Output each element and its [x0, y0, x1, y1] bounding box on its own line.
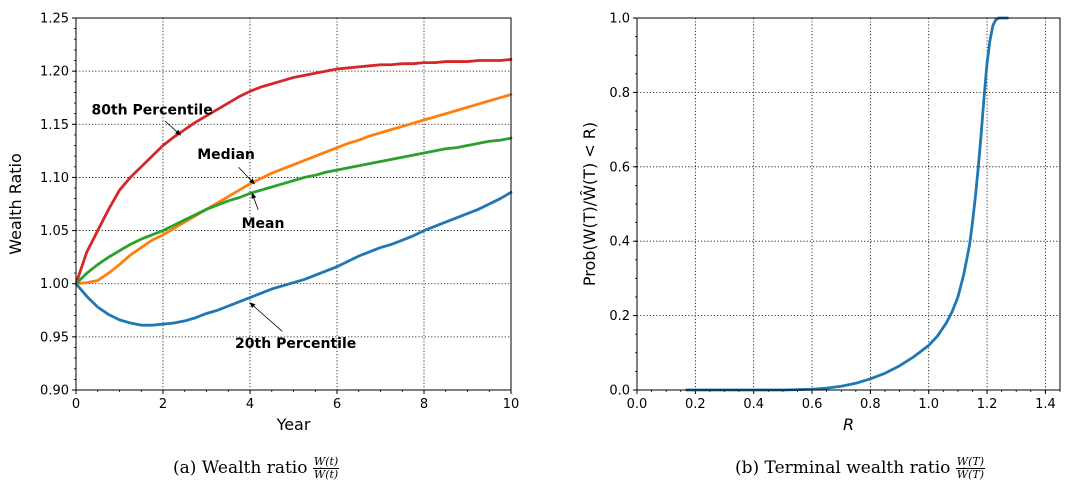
- panel-b-plot-frame: [637, 18, 1060, 390]
- panel-b-y-tick-label: 0.2: [609, 309, 630, 324]
- panel-a-y-axis-label: Wealth Ratio: [6, 153, 25, 255]
- panel-b-y-tick-label: 0.6: [609, 160, 630, 175]
- panel-a-x-axis-label: Year: [276, 415, 311, 434]
- panel-b-x-tick-label: 0.0: [627, 397, 648, 412]
- panel-a-wealth-ratio-chart: 0 2 4 6 8 10 0.90 0.95 1.00 1.05 1.10 1.15 1.20 1.25 8…: [6, 12, 519, 435]
- panel-a-x-tick-label: 8: [420, 397, 428, 412]
- panel-a-y-tick-label: 1.20: [40, 65, 69, 80]
- panel-b-y-axis-label: Prob(W(T)/Ŵ(T) < R): [580, 122, 599, 286]
- panel-a-series-80th-percentile-line: [76, 59, 511, 283]
- panel-a-annotation-mean-arrow: [253, 196, 258, 210]
- panel-b-x-tick-label: 1.4: [1035, 397, 1056, 412]
- panel-b-y-tick-label: 0.4: [609, 235, 630, 250]
- panel-b-x-tick-label: 0.2: [685, 397, 706, 412]
- panel-a-annotation-80th-percentile: 80th Percentile: [92, 102, 213, 118]
- panel-a-x-tick-label: 6: [333, 397, 341, 412]
- panel-b-x-tick-label: 0.4: [743, 397, 764, 412]
- panel-b-x-tick-label: 1.2: [977, 397, 998, 412]
- panel-a-annotation-20th-percentile: 20th Percentile: [235, 336, 356, 352]
- panel-a-plot-frame: [76, 18, 511, 390]
- panel-a-y-tick-label: 0.90: [40, 384, 69, 399]
- panel-a-y-tick-label: 1.15: [40, 118, 69, 133]
- panel-b-terminal-wealth-cdf-chart: 0.0 0.2 0.4 0.6 0.8 1.0 1.2 1.4 0.0 0.2 0.4 0.6 0.8 1…: [580, 12, 1060, 435]
- panel-a-series-20th-percentile-line: [76, 192, 511, 325]
- panel-b-x-tick-label: 1.0: [918, 397, 939, 412]
- caption-b-denominator: Ŵ(T): [956, 469, 985, 481]
- panel-a-y-tick-label: 1.00: [40, 277, 69, 292]
- panel-b-y-tick-label: 1.0: [609, 12, 630, 27]
- panel-a-annotation-mean: Mean: [242, 216, 285, 232]
- panel-b-x-tick-label: 0.6: [802, 397, 823, 412]
- panel-a-x-tick-label: 2: [159, 397, 167, 412]
- panel-a-y-tick-label: 0.95: [40, 330, 69, 345]
- panel-a-x-tick-label: 4: [246, 397, 254, 412]
- panel-a-series-median-line: [76, 95, 511, 284]
- caption-a: (a) Wealth ratio W(t) Ŵ(t): [173, 456, 339, 481]
- caption-b-fraction: W(T) Ŵ(T): [956, 456, 985, 481]
- caption-a-text: (a) Wealth ratio: [173, 458, 307, 478]
- panel-b-series-cdf-line: [687, 18, 1008, 390]
- panel-a-x-tick-label: 0: [72, 397, 80, 412]
- panel-a-x-tick-label: 10: [503, 397, 520, 412]
- panel-a-annotation-80th-percentile-arrow: [165, 121, 178, 133]
- caption-a-denominator: Ŵ(t): [313, 469, 339, 481]
- panel-a-y-tick-label: 1.10: [40, 171, 69, 186]
- panel-a-annotation-median: Median: [197, 147, 255, 163]
- panel-a-y-tick-label: 1.05: [40, 224, 69, 239]
- panel-a-y-tick-label: 1.25: [40, 12, 69, 27]
- panel-b-x-axis-label: R: [843, 415, 854, 434]
- caption-b: (b) Terminal wealth ratio W(T) Ŵ(T): [735, 456, 985, 481]
- caption-a-fraction: W(t) Ŵ(t): [313, 456, 339, 481]
- caption-b-text: (b) Terminal wealth ratio: [735, 458, 950, 478]
- panel-a-annotation-20th-percentile-arrow: [252, 305, 282, 331]
- panel-a-series-mean-line: [76, 138, 511, 284]
- panel-b-y-tick-label: 0.0: [609, 384, 630, 399]
- panel-b-x-tick-label: 0.8: [860, 397, 881, 412]
- panel-b-y-tick-label: 0.8: [609, 86, 630, 101]
